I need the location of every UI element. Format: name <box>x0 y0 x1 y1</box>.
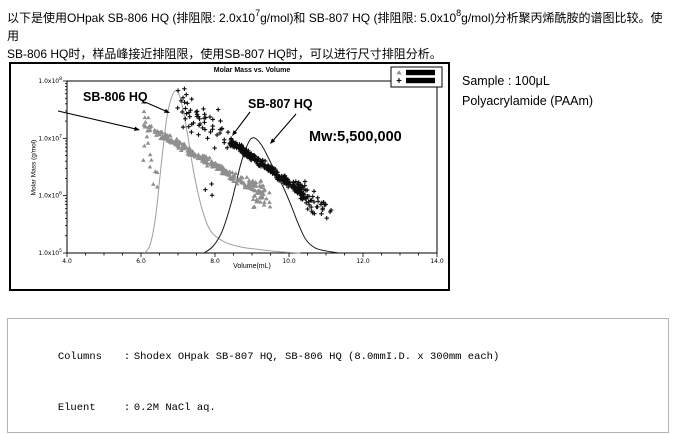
chart-tick-labels: 4.0 6.0 8.0 10.0 12.0 14.0 1.0x108 1.0x107 1.0x1… <box>38 76 443 265</box>
chart-plot: 4.0 6.0 8.0 10.0 12.0 14.0 1.0x108 1.0x107 1.0x1… <box>38 66 444 265</box>
annotation-sb806-label: SB-806 HQ <box>83 90 148 104</box>
intro-exponent-1: 7 <box>255 8 261 18</box>
sample-info: Sample : 100μL Polyacrylamide (PAAm) <box>462 71 593 111</box>
condition-value: Shodex OHpak SB-807 HQ, SB-806 HQ (8.0mm… <box>133 351 500 363</box>
intro-exponent-2: 8 <box>456 8 462 18</box>
annotation-arrows <box>57 101 297 144</box>
x-axis-title: Volume(mL) <box>233 263 271 270</box>
scatter-sb-806-hq-molar-mass <box>140 99 273 209</box>
svg-text:8.0: 8.0 <box>210 258 220 265</box>
svg-text:1.0x106: 1.0x106 <box>38 191 62 200</box>
chart-panel: 4.0 6.0 8.0 10.0 12.0 14.0 1.0x108 1.0x107 1.0x1… <box>9 62 450 291</box>
condition-label: Columns <box>57 351 102 363</box>
condition-value: 0.2M NaCl aq. <box>133 402 216 414</box>
chart-title: Molar Mass vs. Volume <box>213 67 291 74</box>
intro-text-1: 以下是使用OHpak SB-806 HQ (排阻限: 2.0x10 <box>7 11 256 25</box>
svg-text:12.0: 12.0 <box>356 258 370 265</box>
svg-text:4.0: 4.0 <box>62 258 72 265</box>
svg-text:10.0: 10.0 <box>282 258 296 265</box>
condition-label: Eluent <box>57 402 96 414</box>
sample-name: Polyacrylamide (PAAm) <box>462 94 594 108</box>
svg-text:6.0: 6.0 <box>136 258 146 265</box>
intro-paragraph: 以下是使用OHpak SB-806 HQ (排阻限: 2.0x107g/mol)… <box>7 5 672 63</box>
intro-text-2: g/mol)和 SB-807 HQ (排阻限: 5.0x10 <box>260 11 457 25</box>
sample-volume: Sample : 100μL <box>462 74 550 88</box>
svg-text:1.0x105: 1.0x105 <box>38 248 62 257</box>
svg-text:1.0x107: 1.0x107 <box>38 133 62 142</box>
svg-text:14.0: 14.0 <box>430 258 444 265</box>
legend-triangle-marker <box>396 70 402 75</box>
scatter-sb-807-hq-molar-mass <box>175 86 334 221</box>
svg-text:1.0x108: 1.0x108 <box>38 76 62 85</box>
annotation-mw-value: Mw:5,500,000 <box>309 129 402 145</box>
curve-sb-807-hq-chromatogram <box>203 137 340 254</box>
conditions-panel: Columns: Shodex OHpak SB-807 HQ, SB-806 H… <box>7 318 669 433</box>
condition-row-columns: Columns: Shodex OHpak SB-807 HQ, SB-806 H… <box>8 332 668 383</box>
legend-label-block <box>406 69 435 76</box>
annotation-sb807-label: SB-807 HQ <box>248 97 313 111</box>
intro-text-line2: SB-806 HQ时，样品峰接近排阻限，使用SB-807 HQ时，可以进行尺寸排… <box>7 47 442 61</box>
y-axis-title: Molar Mass (g/mol) <box>30 139 38 196</box>
condition-row-eluent: Eluent:0.2M NaCl aq. <box>8 383 668 434</box>
chart-ticks <box>63 80 438 257</box>
curve-sb-806-hq-chromatogram <box>144 90 301 254</box>
intro-text-3: g/mol)分析聚丙烯酰胺的谱图比较。使用 <box>7 11 663 43</box>
chart-legend <box>390 66 443 88</box>
legend-label-block <box>406 77 435 84</box>
